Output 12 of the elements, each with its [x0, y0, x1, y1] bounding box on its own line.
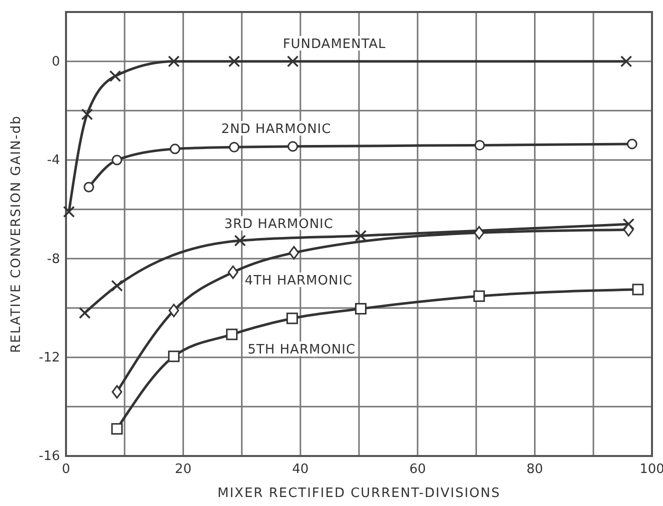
x-tick-label: 0: [62, 462, 70, 478]
y-tick-label: -8: [47, 252, 60, 267]
x-tick-label: 80: [526, 462, 544, 478]
x-axis-title: MIXER RECTIFIED CURRENT-DIVISIONS: [217, 486, 501, 501]
y-tick-label: -4: [47, 153, 60, 168]
y-axis-title: RELATIVE CONVERSION GAIN-db: [9, 115, 24, 353]
x-tick-label: 20: [174, 462, 192, 478]
y-tick-label: -12: [38, 350, 60, 366]
x-tick-label: 40: [292, 462, 309, 478]
x-tick-label: 60: [409, 462, 426, 478]
y-tick-label: 0: [52, 54, 60, 70]
y-tick-label: -16: [38, 449, 60, 464]
